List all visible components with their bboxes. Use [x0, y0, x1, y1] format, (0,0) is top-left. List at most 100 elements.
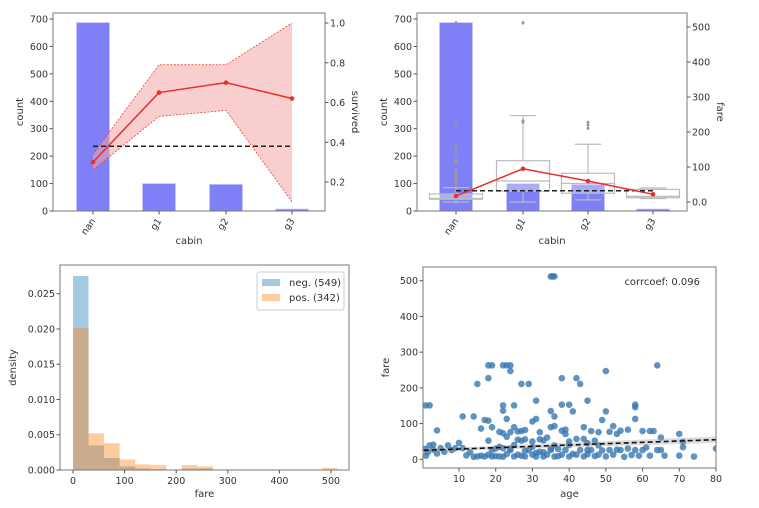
- scatter-point: [573, 374, 580, 382]
- scatter-point: [562, 446, 569, 454]
- outlier-point: [454, 157, 458, 163]
- scatter-point: [576, 380, 584, 388]
- y-right-tick-label: 200: [692, 128, 710, 139]
- y-tick-label: 0.025: [28, 289, 55, 300]
- scatter-point: [532, 397, 540, 405]
- y-tick-label: 400: [394, 97, 412, 108]
- y-tick-label: 700: [394, 15, 412, 26]
- scatter-point: [562, 430, 569, 438]
- y-right-axis-label: survived: [349, 91, 360, 134]
- y-tick-label: 400: [30, 97, 48, 108]
- mean-point: [156, 90, 162, 95]
- bar-g1: [142, 183, 176, 212]
- scatter-point: [459, 444, 466, 452]
- scatter-point: [525, 380, 533, 388]
- y-tick-label: 200: [400, 383, 418, 394]
- scatter-point: [587, 427, 595, 435]
- y-tick-label: 700: [30, 15, 48, 26]
- outlier-point: [454, 146, 458, 151]
- scatter-point: [547, 407, 555, 415]
- y-right-tick-label: 0.6: [330, 98, 345, 109]
- x-tick-label: 70: [673, 474, 685, 485]
- scatter-point: [455, 439, 463, 447]
- x-tick-label: 400: [270, 476, 288, 487]
- hist-bar-pos: [104, 443, 120, 470]
- outlier-point: [454, 120, 458, 125]
- scatter-point: [661, 452, 668, 460]
- outlier-point: [454, 175, 458, 181]
- y-axis-label: count: [15, 98, 26, 126]
- scatter-point: [712, 445, 716, 452]
- scatter-point: [558, 451, 566, 458]
- scatter-point: [675, 430, 683, 438]
- scatter-point: [470, 413, 477, 420]
- scatter-point: [558, 401, 566, 408]
- scatter-point: [444, 442, 452, 449]
- legend-label: pos. (342): [289, 293, 340, 304]
- hist-bar-pos: [119, 459, 136, 470]
- y-tick-label: 0.000: [28, 466, 55, 477]
- outlier-point: [454, 160, 458, 165]
- y-right-tick-label: 1.0: [330, 19, 345, 30]
- scatter-point: [507, 367, 514, 375]
- legend: neg. (549) pos. (342): [256, 271, 345, 311]
- hist-bar-neg: [135, 468, 151, 470]
- x-tick-label: 30: [526, 474, 538, 485]
- y-tick-label: 500: [394, 69, 412, 80]
- y-tick-label: 500: [400, 276, 418, 287]
- scatter-point: [631, 415, 639, 423]
- scatter-point: [635, 452, 643, 460]
- mean-point: [223, 80, 229, 85]
- scatter-point: [466, 448, 474, 456]
- scatter-point: [580, 423, 588, 431]
- y-right-tick-label: 0.8: [330, 58, 345, 69]
- legend-label: neg. (549): [289, 278, 341, 289]
- scatter-point: [532, 449, 540, 457]
- y-tick-label: 0: [406, 207, 412, 218]
- x-tick-label: 50: [600, 474, 612, 485]
- x-axis-label: cabin: [175, 236, 202, 247]
- x-tick-label: 60: [637, 474, 649, 485]
- scatter-point: [602, 408, 610, 415]
- mean-point: [585, 178, 591, 184]
- legend-swatch: [262, 294, 280, 301]
- x-tick-label: nan: [79, 216, 98, 237]
- scatter-point: [514, 428, 522, 435]
- x-tick-label: 300: [219, 476, 237, 487]
- corrcoef-annotation: corrcoef: 0.096: [624, 277, 700, 288]
- bar-g2: [209, 183, 243, 212]
- y-tick-label: 0.020: [28, 324, 55, 335]
- subplot-2: 0 100 200 300 400 500 600 700 0.0 100 200 300 400 500…: [379, 12, 725, 247]
- mean-point: [289, 96, 295, 101]
- y-tick-label: 200: [394, 152, 412, 163]
- scatter-point: [595, 451, 602, 458]
- axes-frame: [416, 12, 688, 212]
- y-right-tick-label: 500: [692, 23, 710, 34]
- scatter-point: [690, 453, 698, 460]
- scatter-point: [613, 430, 621, 438]
- hist-bar-pos: [181, 465, 198, 470]
- scatter-point: [536, 435, 544, 443]
- y-tick-label: 600: [30, 42, 48, 53]
- y-right-tick-label: 400: [692, 58, 710, 69]
- scatter-point: [598, 416, 606, 424]
- x-tick-label: 200: [167, 476, 185, 487]
- y-tick-label: 100: [30, 179, 48, 190]
- scatter-point: [510, 423, 518, 431]
- x-tick-label: g3: [282, 216, 298, 232]
- scatter-point: [565, 438, 573, 445]
- y-tick-label: 0: [412, 455, 418, 466]
- scatter-point: [624, 426, 632, 433]
- y-tick-label: 100: [400, 419, 418, 430]
- scatter-point: [521, 447, 529, 455]
- scatter-point: [609, 422, 617, 430]
- y-tick-label: 300: [400, 348, 418, 359]
- scatter-point: [580, 435, 588, 443]
- legend-swatch: [262, 279, 280, 286]
- scatter-point: [576, 446, 584, 454]
- scatter-point: [606, 446, 613, 454]
- scatter-point: [569, 408, 577, 415]
- outlier-point: [586, 125, 590, 131]
- scatter-point: [653, 362, 661, 369]
- x-tick-label: 10: [453, 474, 465, 485]
